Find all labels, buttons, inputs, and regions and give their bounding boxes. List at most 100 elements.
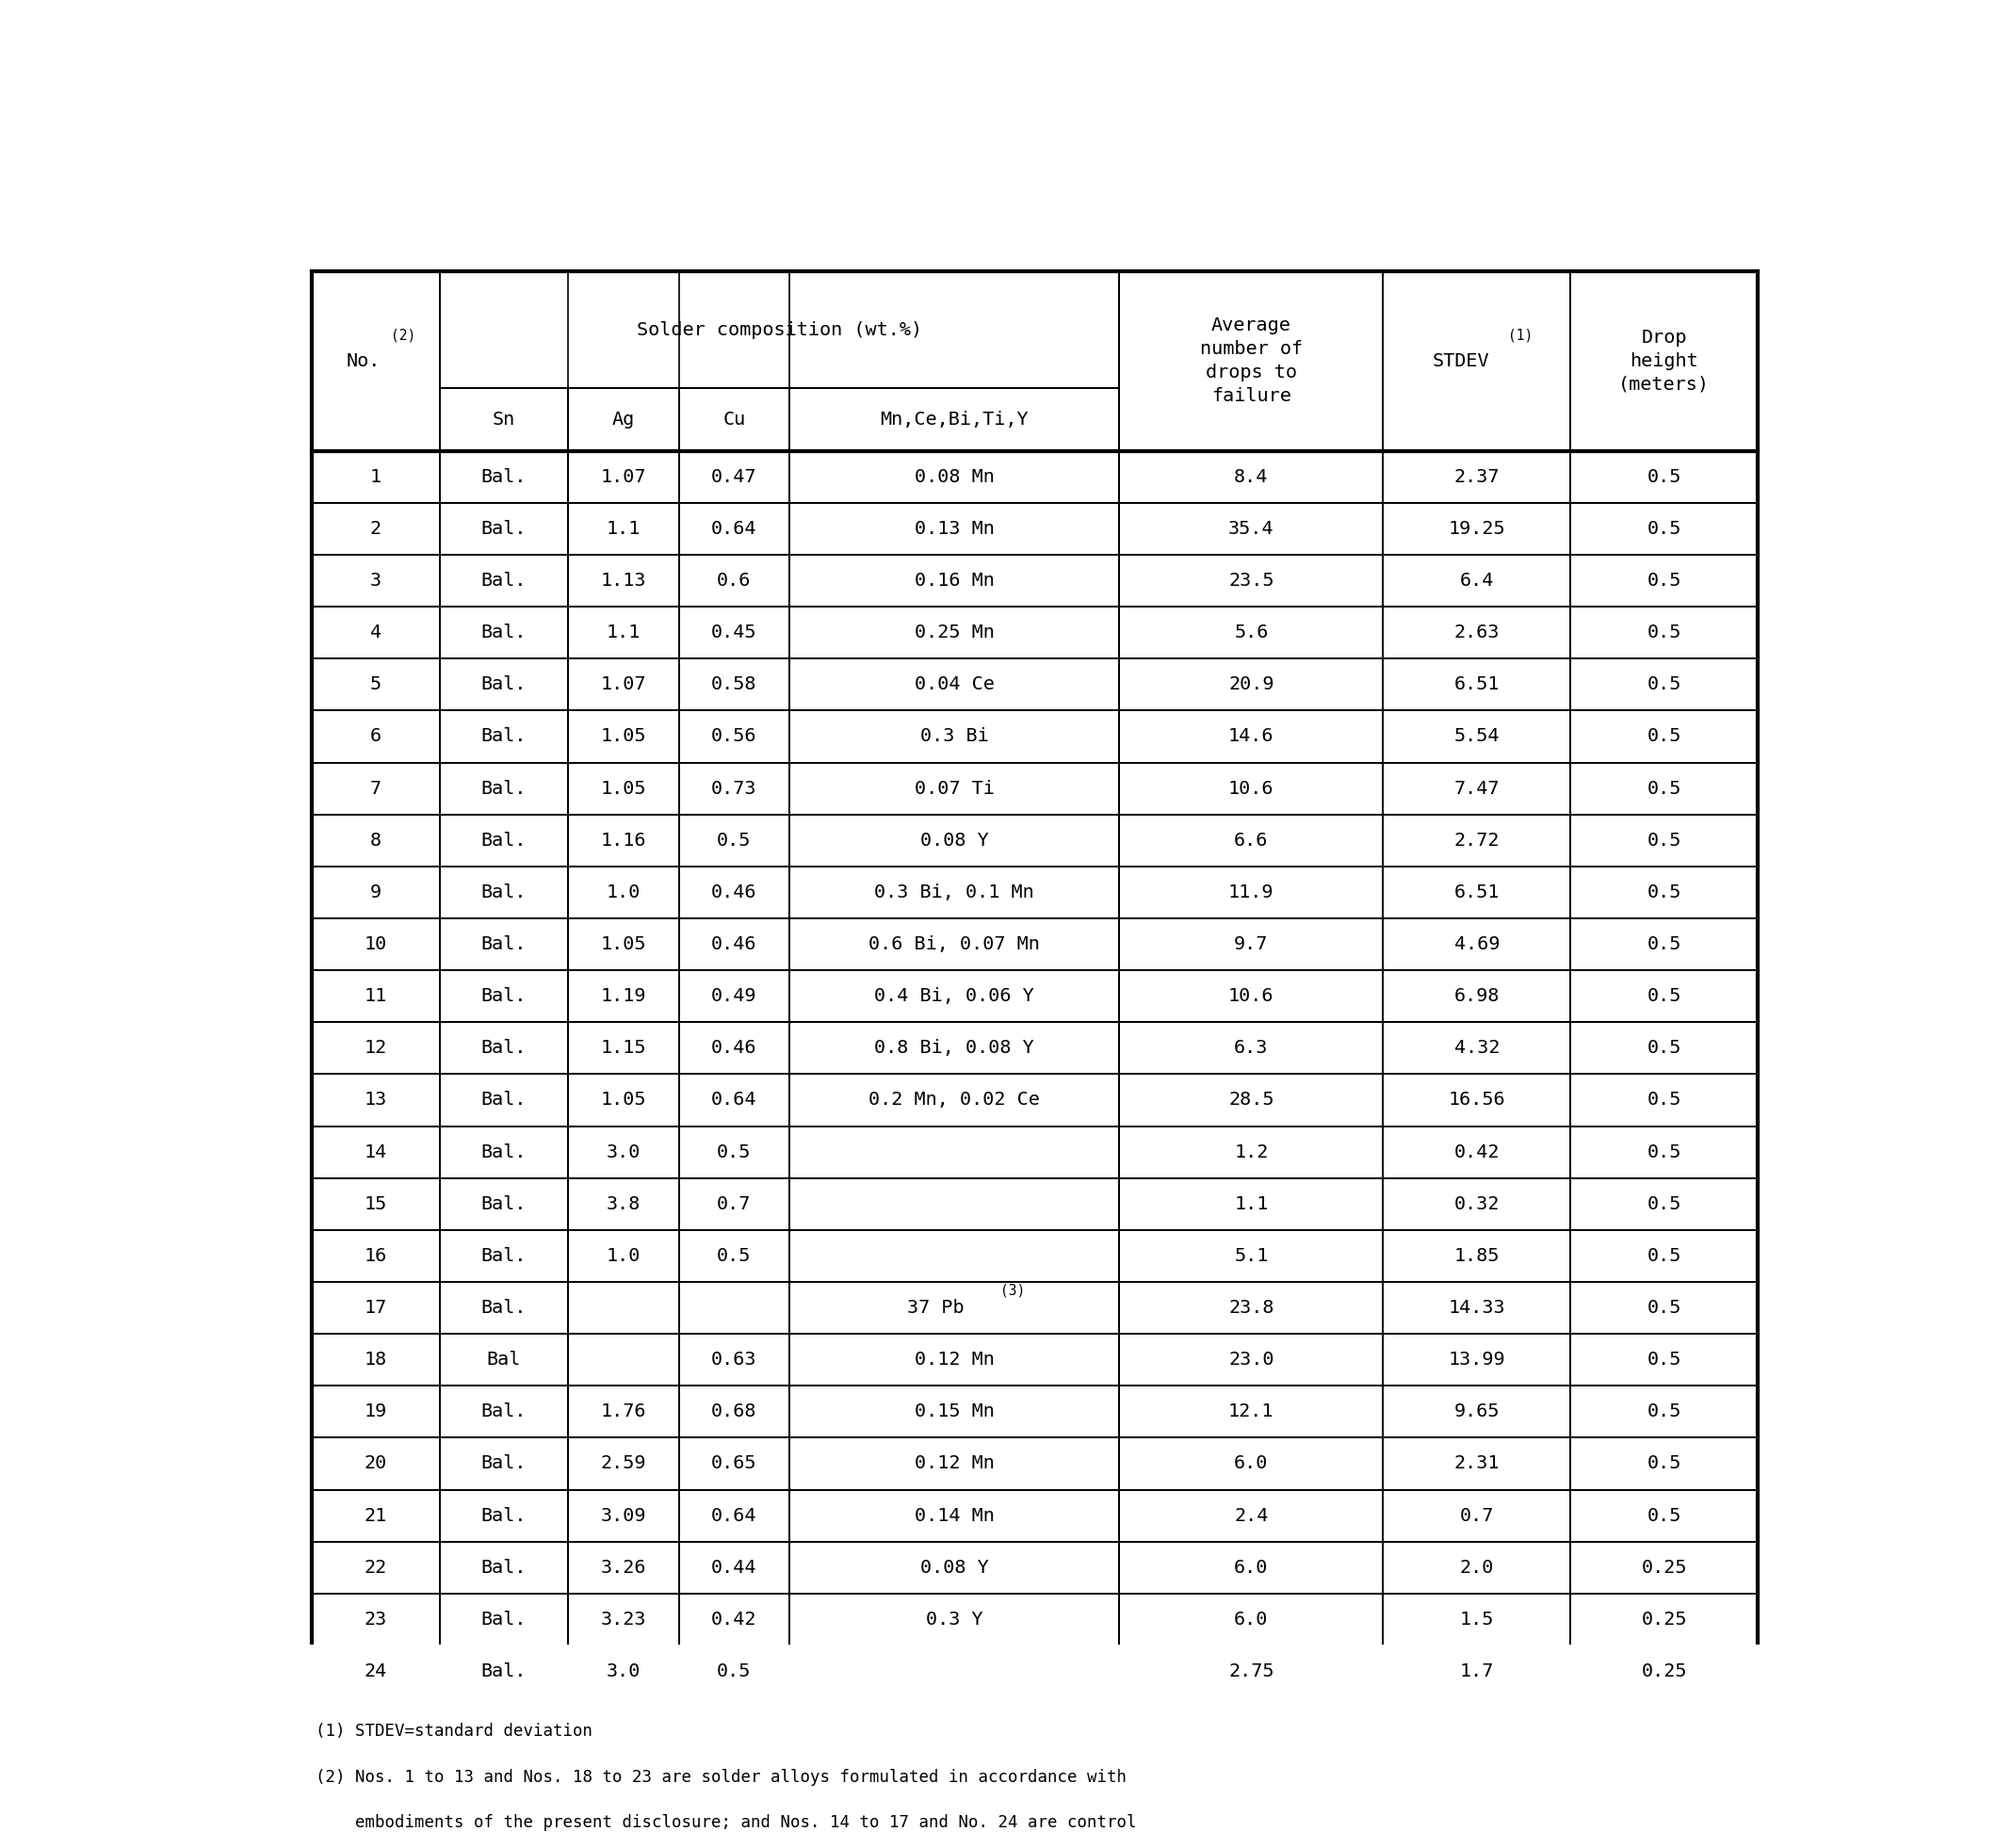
Text: 0.73: 0.73 — [711, 780, 756, 796]
Bar — [679, 606, 788, 658]
Bar — [569, 918, 679, 970]
Text: 10: 10 — [363, 935, 387, 954]
Bar — [1571, 970, 1758, 1022]
Text: 1.5: 1.5 — [1459, 1610, 1493, 1628]
Bar — [679, 1334, 788, 1386]
Text: 0.64: 0.64 — [711, 1506, 756, 1525]
Text: 0.3 Bi: 0.3 Bi — [920, 728, 988, 745]
Text: Bal.: Bal. — [481, 1144, 527, 1161]
Bar — [1571, 451, 1758, 503]
Text: Sn: Sn — [493, 410, 515, 429]
Bar — [788, 1541, 1120, 1593]
Bar — [439, 451, 569, 503]
Text: 5.1: 5.1 — [1234, 1247, 1267, 1264]
Bar — [569, 606, 679, 658]
Text: 35.4: 35.4 — [1228, 519, 1273, 538]
Text: 1.0: 1.0 — [607, 1247, 641, 1264]
Bar — [679, 1177, 788, 1231]
Bar — [679, 554, 788, 606]
Bar — [1120, 1438, 1383, 1489]
Text: 0.5: 0.5 — [1647, 1506, 1681, 1525]
Text: Bal.: Bal. — [481, 1663, 527, 1680]
Bar — [679, 1593, 788, 1645]
Text: 0.5: 0.5 — [1647, 1090, 1681, 1109]
Text: 16.56: 16.56 — [1449, 1090, 1505, 1109]
Text: Bal.: Bal. — [481, 571, 527, 590]
Text: 1.05: 1.05 — [601, 780, 647, 796]
Bar — [788, 815, 1120, 867]
Bar — [439, 867, 569, 918]
Text: Bal.: Bal. — [481, 780, 527, 796]
Text: 0.25 Mn: 0.25 Mn — [914, 623, 994, 641]
Text: 23: 23 — [363, 1610, 387, 1628]
Bar — [439, 1541, 569, 1593]
Bar — [679, 1231, 788, 1283]
Text: Bal.: Bal. — [481, 728, 527, 745]
Bar — [1383, 710, 1571, 763]
Bar — [569, 451, 679, 503]
Text: 0.68: 0.68 — [711, 1403, 756, 1421]
Text: 0.6: 0.6 — [717, 571, 750, 590]
Bar — [1120, 1593, 1383, 1645]
Text: 12.1: 12.1 — [1228, 1403, 1273, 1421]
Bar — [1120, 867, 1383, 918]
Text: 6.51: 6.51 — [1453, 883, 1499, 902]
Text: 0.5: 0.5 — [717, 1247, 750, 1264]
Text: 0.32: 0.32 — [1453, 1196, 1499, 1212]
Bar — [788, 606, 1120, 658]
Bar — [788, 1177, 1120, 1231]
Bar — [311, 1438, 439, 1489]
Bar — [1571, 503, 1758, 554]
Bar — [569, 1334, 679, 1386]
Bar — [569, 867, 679, 918]
Text: Bal.: Bal. — [481, 1039, 527, 1057]
Bar — [788, 1593, 1120, 1645]
Text: Bal.: Bal. — [481, 676, 527, 693]
Text: 0.5: 0.5 — [1647, 1039, 1681, 1057]
Text: 0.5: 0.5 — [1647, 780, 1681, 796]
Text: Bal.: Bal. — [481, 468, 527, 486]
Text: 0.46: 0.46 — [711, 1039, 756, 1057]
Text: 1.19: 1.19 — [601, 987, 647, 1005]
Text: 0.5: 0.5 — [1647, 935, 1681, 954]
Bar — [1383, 1022, 1571, 1074]
Bar — [1120, 503, 1383, 554]
Text: 0.14 Mn: 0.14 Mn — [914, 1506, 994, 1525]
Bar — [679, 451, 788, 503]
Bar — [1571, 1022, 1758, 1074]
Bar — [439, 1074, 569, 1125]
Bar — [1120, 1283, 1383, 1334]
Bar — [1120, 272, 1383, 451]
Text: STDEV: STDEV — [1433, 353, 1489, 370]
Bar — [1120, 1125, 1383, 1177]
Text: 14.6: 14.6 — [1228, 728, 1273, 745]
Text: 1.07: 1.07 — [601, 676, 647, 693]
Bar — [569, 1593, 679, 1645]
Text: 10.6: 10.6 — [1228, 780, 1273, 796]
Text: 0.25: 0.25 — [1641, 1610, 1687, 1628]
Text: Bal.: Bal. — [481, 1610, 527, 1628]
Text: 0.44: 0.44 — [711, 1558, 756, 1576]
Text: 6.0: 6.0 — [1234, 1558, 1267, 1576]
Text: 3.23: 3.23 — [601, 1610, 647, 1628]
Text: 2: 2 — [369, 519, 381, 538]
Text: Cu: Cu — [723, 410, 745, 429]
Bar — [439, 970, 569, 1022]
Text: 14: 14 — [363, 1144, 387, 1161]
Text: Bal.: Bal. — [481, 1403, 527, 1421]
Text: Bal.: Bal. — [481, 832, 527, 850]
Text: Bal.: Bal. — [481, 883, 527, 902]
Bar — [1383, 1283, 1571, 1334]
Text: embodiments of the present disclosure; and Nos. 14 to 17 and No. 24 are control: embodiments of the present disclosure; a… — [315, 1815, 1138, 1831]
Bar — [1571, 867, 1758, 918]
Text: 0.15 Mn: 0.15 Mn — [914, 1403, 994, 1421]
Bar — [311, 763, 439, 815]
Text: 3: 3 — [369, 571, 381, 590]
Text: 6.51: 6.51 — [1453, 676, 1499, 693]
Bar — [1120, 554, 1383, 606]
Text: 8: 8 — [369, 832, 381, 850]
Bar — [788, 1074, 1120, 1125]
Bar — [679, 503, 788, 554]
Bar — [788, 1283, 1120, 1334]
Text: 0.63: 0.63 — [711, 1351, 756, 1369]
